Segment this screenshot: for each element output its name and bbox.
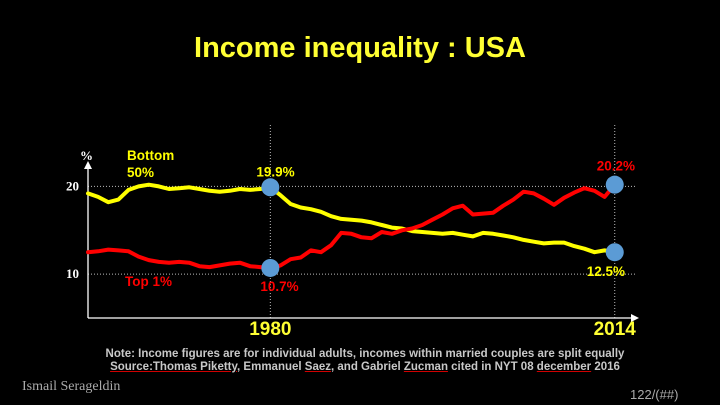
- x-tick-label: 1980: [249, 319, 291, 340]
- data-marker: [261, 258, 280, 277]
- series-line-bottom-50: [86, 182, 617, 255]
- source-date: december: [536, 361, 592, 373]
- author-name: Ismail Serageldin: [22, 379, 121, 394]
- y-tick-label: 20: [66, 178, 79, 193]
- series-name-label: Bottom: [127, 148, 174, 163]
- series-line-top-1: [86, 182, 617, 270]
- source-text: 2016: [591, 361, 620, 373]
- data-label: 10.7%: [260, 279, 298, 294]
- source-author: Zucman: [403, 361, 448, 373]
- y-axis-label: %: [80, 148, 93, 163]
- x-tick-label: 2014: [594, 319, 637, 340]
- source-text: cited in NYT 08: [447, 361, 537, 373]
- slide-number: 122/(##): [630, 387, 679, 402]
- y-tick-label: 10: [66, 266, 79, 281]
- data-marker: [605, 175, 624, 194]
- x-axis-arrow: [631, 314, 639, 322]
- series-name-label: 50%: [127, 165, 154, 180]
- data-label: 20.2%: [597, 159, 635, 174]
- data-marker: [261, 178, 280, 197]
- income-inequality-chart: % 10 20 1980 2014 19.9% 10.7% 20.2% 12.5% Bottom 5…: [66, 125, 639, 340]
- data-marker: [605, 243, 624, 262]
- data-label: 12.5%: [587, 264, 625, 279]
- source-text: , and Gabriel: [331, 361, 404, 373]
- data-label: 19.9%: [256, 164, 294, 179]
- source-author: Source:Thomas Piketty: [110, 361, 238, 373]
- source-text: , Emmanuel: [237, 361, 305, 373]
- chart-source: Source:Thomas Piketty, Emmanuel Saez, an…: [0, 361, 720, 373]
- series-name-label: Top 1%: [125, 274, 172, 289]
- chart-note: Note: Income figures are for individual …: [105, 348, 625, 360]
- slide-title: Income inequality : USA: [194, 32, 526, 64]
- y-axis-arrow: [84, 161, 92, 169]
- source-author: Saez: [304, 361, 332, 373]
